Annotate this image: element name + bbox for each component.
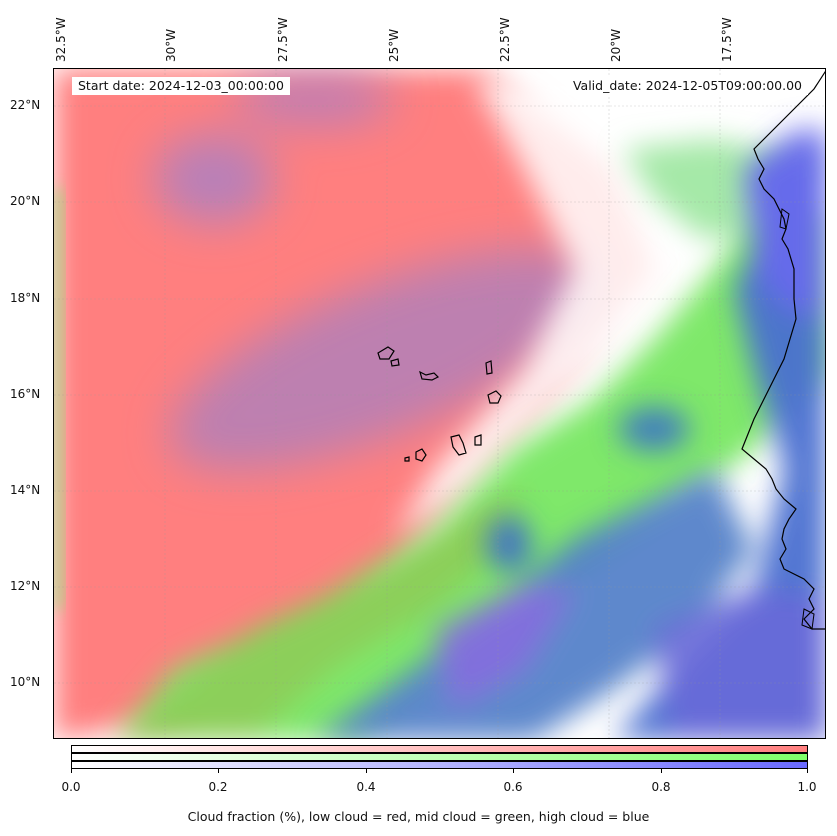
lat-label-18n: 18°N	[10, 291, 41, 305]
colorbar-tick-label-1.0: 1.0	[797, 780, 817, 794]
lon-label-25w: 25°W	[387, 28, 401, 62]
colorbar-tick-label-0: 0.0	[61, 780, 81, 794]
lon-label-22.5w: 22.5°W	[498, 17, 512, 62]
colorbar-tick	[218, 769, 219, 773]
island-sao-vicente	[390, 358, 400, 367]
coastal-island-north	[779, 208, 790, 230]
colorbar-tick-label-0.6: 0.6	[503, 780, 523, 794]
island-santo-antao	[377, 346, 395, 360]
cloud-fraction-map	[53, 68, 826, 739]
map-canvas	[54, 69, 825, 738]
left-edge-mid-cloud	[54, 189, 64, 609]
island-sal	[485, 360, 493, 375]
colorbar-tick	[513, 769, 514, 773]
lon-label-32.5w: 32.5°W	[54, 17, 68, 62]
island-santiago	[450, 434, 467, 456]
lat-label-14n: 14°N	[10, 483, 41, 497]
coastal-island-south	[801, 608, 815, 630]
colorbar-tick	[661, 769, 662, 773]
colorbar-mid-cloud	[71, 753, 808, 761]
colorbar-caption: Cloud fraction (%), low cloud = red, mid…	[187, 809, 650, 824]
cape-verde-islands	[377, 346, 502, 462]
lat-label-16n: 16°N	[10, 387, 41, 401]
colorbar-tick	[807, 769, 808, 773]
lon-label-30w: 30°W	[164, 28, 178, 62]
lon-label-20w: 20°W	[609, 28, 623, 62]
island-fogo	[415, 448, 427, 462]
colorbar-tick-label-0.4: 0.4	[356, 780, 376, 794]
high-cloud-field	[316, 129, 825, 738]
africa-coastline	[741, 70, 825, 630]
colorbar-high-cloud	[71, 761, 808, 769]
lat-label-10n: 10°N	[10, 675, 41, 689]
start-date-label: Start date: 2024-12-03_00:00:00	[72, 77, 290, 95]
island-maio	[474, 434, 482, 446]
lon-label-27.5w: 27.5°W	[276, 17, 290, 62]
colorbar-low-cloud	[71, 745, 808, 753]
colorbar-tick-label-0.8: 0.8	[651, 780, 671, 794]
valid-date-label: Valid_date: 2024-12-05T09:00:00.00	[566, 77, 808, 95]
lon-label-17.5w: 17.5°W	[720, 17, 734, 62]
lat-label-12n: 12°N	[10, 579, 41, 593]
lat-label-20n: 20°N	[10, 194, 41, 208]
graticule	[54, 69, 825, 738]
island-brava	[404, 456, 410, 462]
clear-sky-band	[394, 79, 734, 539]
island-sao-nicolau	[419, 370, 440, 381]
colorbar-tick	[71, 769, 72, 773]
lat-label-22n: 22°N	[10, 98, 41, 112]
island-boa-vista	[487, 390, 502, 404]
colorbar-tick-label-0.2: 0.2	[208, 780, 228, 794]
colorbar-tick	[366, 769, 367, 773]
